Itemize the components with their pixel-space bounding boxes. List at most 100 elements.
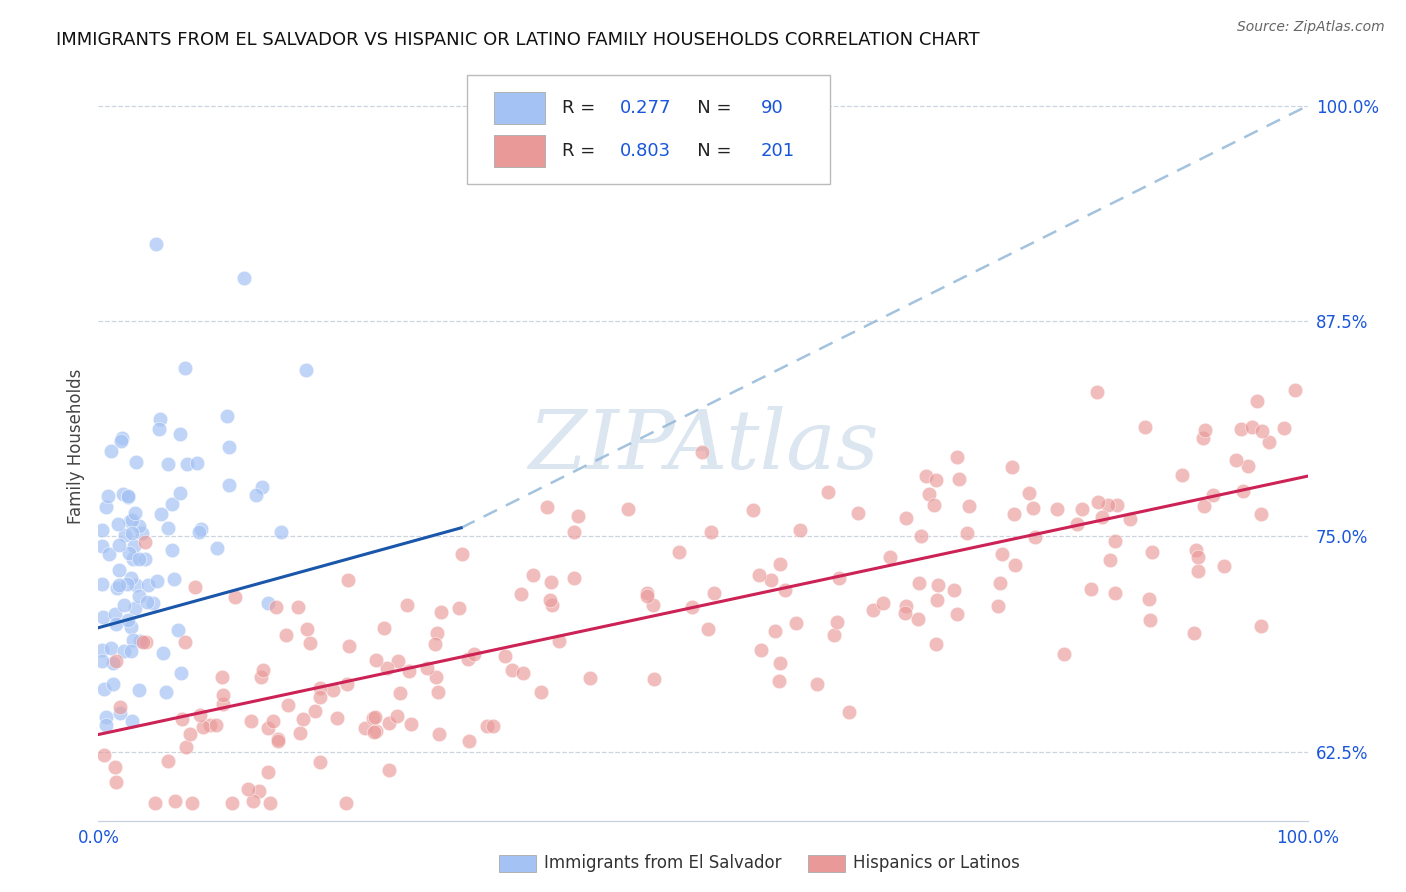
Point <box>378 716 401 731</box>
Point <box>174 634 197 648</box>
FancyBboxPatch shape <box>494 136 544 167</box>
Point <box>107 516 129 531</box>
Point <box>759 574 782 588</box>
Point <box>1194 423 1216 437</box>
Point <box>117 489 139 503</box>
Point <box>1246 394 1268 409</box>
Point <box>494 648 516 663</box>
Point <box>112 598 135 612</box>
Point <box>501 663 523 677</box>
Point <box>105 582 128 596</box>
Text: 0.803: 0.803 <box>620 142 671 160</box>
Point <box>122 540 145 554</box>
Point <box>1251 424 1274 438</box>
Point <box>1182 626 1205 640</box>
Point <box>309 690 332 705</box>
Point <box>763 624 786 638</box>
Point <box>948 472 970 486</box>
Point <box>925 593 948 607</box>
Point <box>108 706 131 721</box>
Point <box>100 444 122 458</box>
Point <box>1002 507 1025 521</box>
Point <box>118 546 141 560</box>
Point <box>1187 564 1209 578</box>
FancyBboxPatch shape <box>467 75 830 184</box>
Point <box>373 621 395 635</box>
Point <box>910 529 932 543</box>
Point <box>1137 591 1160 606</box>
Point <box>918 487 941 501</box>
Text: Source: ZipAtlas.com: Source: ZipAtlas.com <box>1237 20 1385 34</box>
Point <box>769 557 792 571</box>
Point <box>363 725 385 739</box>
Point <box>894 606 917 620</box>
Point <box>91 654 114 668</box>
Point <box>1119 512 1142 526</box>
Point <box>224 591 246 605</box>
Point <box>125 455 148 469</box>
Point <box>1022 500 1045 515</box>
Point <box>145 236 167 251</box>
Point <box>988 576 1011 591</box>
Point <box>169 427 191 442</box>
Point <box>155 685 177 699</box>
Point <box>447 601 470 615</box>
Point <box>104 607 127 621</box>
Point <box>91 539 114 553</box>
Point <box>943 582 966 597</box>
Text: R =: R = <box>561 99 600 117</box>
Point <box>430 605 453 619</box>
Point <box>186 456 208 470</box>
Point <box>512 666 534 681</box>
Point <box>250 670 273 684</box>
Point <box>463 647 485 661</box>
Point <box>956 525 979 540</box>
Point <box>91 643 114 657</box>
Point <box>277 698 299 712</box>
Point <box>128 519 150 533</box>
Point <box>121 526 143 541</box>
Point <box>124 506 146 520</box>
Point <box>256 721 278 735</box>
Point <box>768 673 790 688</box>
Point <box>270 524 292 539</box>
Point <box>1232 483 1254 498</box>
Point <box>1105 498 1128 512</box>
Point <box>174 739 197 754</box>
Point <box>1272 421 1295 435</box>
Point <box>817 485 839 500</box>
Point <box>690 445 713 459</box>
Point <box>104 760 127 774</box>
Point <box>157 457 180 471</box>
Text: IMMIGRANTS FROM EL SALVADOR VS HISPANIC OR LATINO FAMILY HOUSEHOLDS CORRELATION : IMMIGRANTS FROM EL SALVADOR VS HISPANIC … <box>56 31 980 49</box>
Point <box>121 513 143 527</box>
Point <box>252 663 274 677</box>
Point <box>335 797 357 811</box>
Point <box>1046 501 1069 516</box>
Point <box>117 576 139 591</box>
Point <box>309 681 332 695</box>
Point <box>236 781 259 796</box>
Point <box>262 714 284 728</box>
Point <box>295 363 318 377</box>
Point <box>108 563 131 577</box>
Point <box>267 734 290 748</box>
Point <box>536 500 558 514</box>
Point <box>879 549 901 564</box>
Point <box>259 797 281 811</box>
Point <box>838 705 860 719</box>
Point <box>1202 488 1225 502</box>
Point <box>894 599 917 614</box>
Point <box>337 639 360 653</box>
Point <box>172 712 194 726</box>
Point <box>174 360 197 375</box>
Point <box>1080 582 1102 597</box>
Text: R =: R = <box>561 142 600 160</box>
Point <box>205 541 228 555</box>
Point <box>987 599 1010 614</box>
Point <box>322 683 344 698</box>
Point <box>914 468 936 483</box>
Point <box>1225 453 1247 467</box>
Point <box>681 599 703 614</box>
Point <box>990 547 1012 561</box>
